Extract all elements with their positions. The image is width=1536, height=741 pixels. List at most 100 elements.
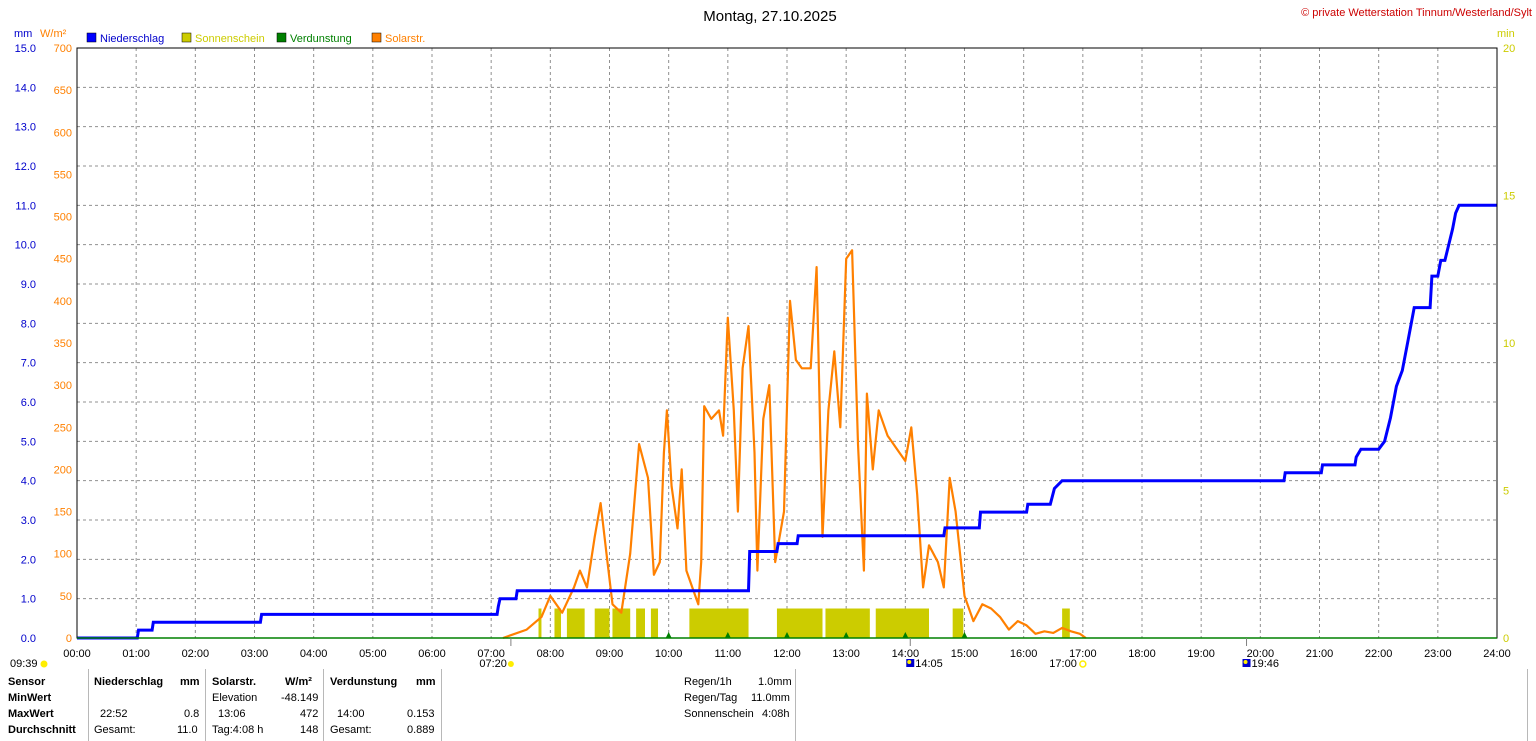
rain-unit: mm — [180, 676, 200, 688]
sunshine-bar — [952, 608, 964, 638]
solar-max-val: 472 — [300, 708, 319, 720]
sunshine-bars — [538, 608, 1070, 638]
evaporation-mark — [784, 632, 790, 638]
moonset-time: 19:46 — [1252, 658, 1280, 670]
rain-line — [77, 203, 1497, 640]
min-tick-label: 10 — [1503, 338, 1515, 350]
x-tick-label: 14:00 — [892, 648, 920, 660]
min-tick-label: 20 — [1503, 43, 1515, 55]
rain-max-time: 22:52 — [100, 708, 128, 720]
sunshine-bar — [689, 608, 749, 638]
evaporation-mark — [665, 632, 672, 638]
legend-label: Verdunstung — [290, 33, 352, 45]
evap-total-val: 0.889 — [407, 724, 435, 736]
moon-culm-dot — [907, 660, 912, 664]
grid — [77, 48, 1497, 638]
wm2-tick-label: 300 — [54, 380, 72, 392]
wm2-tick-label: 200 — [54, 464, 72, 476]
x-tick-label: 20:00 — [1247, 648, 1275, 660]
evaporation-mark — [961, 632, 968, 638]
rain-header: Niederschlag — [94, 676, 164, 688]
x-tick-label: 17:00 — [1069, 648, 1097, 660]
sunshine-bar — [594, 608, 610, 638]
x-tick-label: 03:00 — [241, 648, 269, 660]
x-tick-label: 16:00 — [1010, 648, 1038, 660]
wm2-tick-label: 100 — [54, 549, 72, 561]
mm-tick-label: 13.0 — [15, 122, 36, 134]
legend-swatch — [276, 32, 287, 43]
evaporation-marks — [665, 632, 968, 638]
rain-day-val: 11.0mm — [751, 692, 790, 704]
moonrise-time: 09:39 — [10, 658, 38, 670]
solar-avg-label: Tag:4:08 h — [212, 724, 264, 736]
evaporation-mark — [843, 632, 850, 638]
legend-label: Solarstr. — [385, 33, 425, 45]
moon-culm-time: 14:05 — [915, 658, 943, 670]
x-tick-label: 22:00 — [1365, 648, 1393, 660]
x-tick-label: 10:00 — [655, 648, 683, 660]
evap-max-time: 14:00 — [337, 708, 365, 720]
sunshine-bar — [825, 608, 870, 638]
evaporation-mark — [902, 632, 909, 638]
x-tick-label: 11:00 — [714, 648, 741, 660]
mm-tick-label: 9.0 — [21, 279, 36, 291]
legend-label: Niederschlag — [100, 33, 164, 45]
evaporation-mark — [724, 632, 731, 638]
sunshine-bar — [554, 608, 561, 638]
x-tick-label: 24:00 — [1483, 648, 1511, 660]
x-tick-label: 01:00 — [122, 648, 150, 660]
wm2-tick-label: 500 — [54, 212, 72, 224]
x-tick-label: 15:00 — [951, 648, 979, 660]
evap-total-label: Gesamt: — [330, 724, 372, 736]
sunshine-bar — [776, 608, 823, 638]
x-tick-label: 21:00 — [1306, 648, 1334, 660]
x-tick-label: 13:00 — [832, 648, 860, 660]
x-tick-label: 02:00 — [182, 648, 210, 660]
sunshine-val: 4:08h — [762, 708, 790, 720]
mm-tick-label: 7.0 — [21, 358, 36, 370]
rain-max-val: 0.8 — [184, 708, 200, 720]
mm-tick-label: 6.0 — [21, 397, 36, 409]
mm-tick-label: 10.0 — [15, 240, 36, 252]
sunrise-icon — [507, 661, 514, 667]
x-tick-label: 00:00 — [63, 648, 91, 660]
sunrise-time: 07:20 — [479, 658, 507, 670]
wm2-tick-label: 150 — [54, 507, 72, 519]
mm-tick-label: 15.0 — [15, 43, 36, 55]
sunshine-bar — [538, 608, 542, 638]
rain-1h-label: Regen/1h — [684, 676, 732, 688]
x-tick-label: 18:00 — [1128, 648, 1156, 660]
axis-labels: 0.0 1.0 2.0 3.0 4.0 5.0 6.0 7.0 8.0 9.0 10.0 11.0 12… — [15, 43, 1516, 660]
wm2-tick-label: 600 — [54, 127, 72, 139]
mm-tick-label: 3.0 — [21, 515, 36, 527]
solar-min-val: -48.149 — [281, 692, 319, 704]
rain-total-label: Gesamt: — [94, 724, 136, 736]
solar-header: Solarstr. — [212, 676, 257, 688]
mm-tick-label: 1.0 — [21, 594, 36, 606]
copyright-text: © private Wetterstation Tinnum/Westerlan… — [1301, 7, 1532, 19]
mm-tick-label: 5.0 — [21, 436, 36, 448]
wm2-tick-label: 450 — [54, 254, 72, 266]
wm2-tick-label: 550 — [54, 169, 72, 181]
mm-tick-label: 12.0 — [15, 161, 36, 173]
sunshine-bar — [1062, 608, 1070, 638]
x-tick-label: 19:00 — [1187, 648, 1215, 660]
x-tick-label: 06:00 — [418, 648, 446, 660]
mm-tick-label: 4.0 — [21, 476, 36, 488]
mm-tick-label: 0.0 — [21, 633, 36, 645]
wm2-tick-label: 0 — [66, 633, 72, 645]
wm2-tick-label: 700 — [54, 43, 72, 55]
rain-total-val: 11.0 — [177, 724, 198, 736]
solar-avg-val: 148 — [300, 724, 319, 736]
legend-swatch — [371, 32, 382, 43]
wm2-tick-label: 250 — [54, 422, 72, 434]
legend-swatch — [181, 32, 192, 43]
sunshine-bar — [875, 608, 929, 638]
moonrise-icon — [40, 660, 48, 668]
sunset-icon — [1079, 660, 1087, 668]
sunshine-bar — [636, 608, 645, 638]
rain-1h-val: 1.0mm — [758, 676, 792, 688]
solar-min-label: Elevation — [212, 692, 258, 704]
moonset-dot — [1243, 660, 1248, 664]
